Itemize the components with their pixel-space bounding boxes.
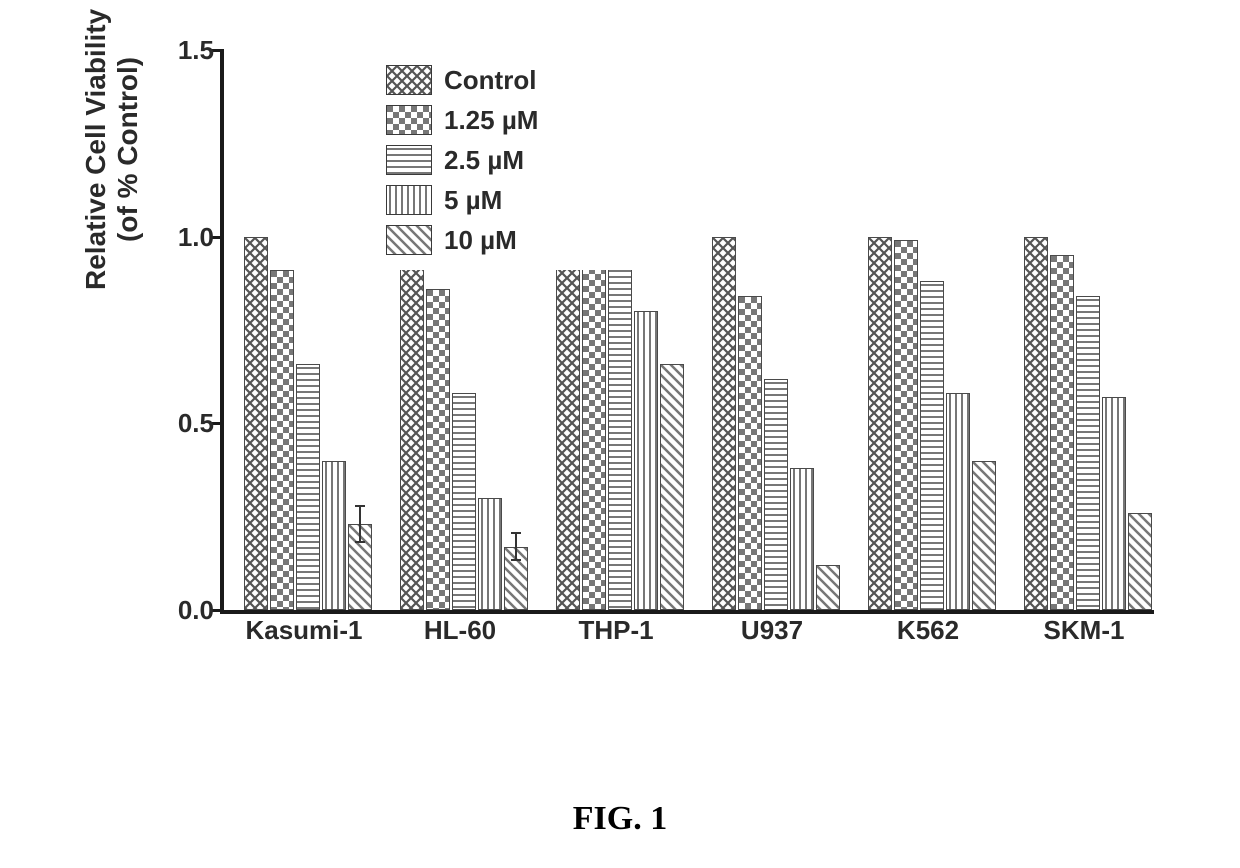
bar — [660, 364, 684, 610]
bar — [946, 393, 970, 610]
bar — [790, 468, 814, 610]
y-axis-title-line2: (of % Control) — [112, 9, 144, 290]
bar — [1050, 255, 1074, 610]
legend-label: 5 µM — [444, 185, 502, 216]
bar — [478, 498, 502, 610]
legend-item: 5 µM — [386, 180, 646, 220]
bar — [556, 237, 580, 610]
legend-item: 10 µM — [386, 220, 646, 260]
x-tick-label: THP-1 — [541, 615, 691, 646]
y-tick-label: 0.5 — [144, 408, 214, 439]
legend-label: 10 µM — [444, 225, 517, 256]
bar — [608, 237, 632, 610]
bar — [868, 237, 892, 610]
legend-item: 1.25 µM — [386, 100, 646, 140]
bar — [920, 281, 944, 610]
bar — [322, 461, 346, 610]
bar — [400, 237, 424, 610]
legend-swatch — [386, 145, 432, 175]
bar — [1076, 296, 1100, 610]
legend-label: 1.25 µM — [444, 105, 538, 136]
bar — [972, 461, 996, 610]
figure-container: { "figure_caption": "FIG. 1", "chart": {… — [0, 0, 1240, 868]
figure-caption: FIG. 1 — [0, 800, 1240, 838]
bar — [764, 379, 788, 610]
error-bar — [515, 532, 517, 562]
bar — [244, 237, 268, 610]
bar — [1128, 513, 1152, 610]
legend-label: Control — [444, 65, 536, 96]
bar — [712, 237, 736, 610]
bar — [426, 289, 450, 610]
bar — [582, 237, 606, 610]
x-tick-label: Kasumi-1 — [229, 615, 379, 646]
legend-label: 2.5 µM — [444, 145, 524, 176]
chart-area: Relative Cell Viability (of % Control) C… — [80, 40, 1160, 740]
x-tick-label: HL-60 — [385, 615, 535, 646]
bar — [738, 296, 762, 610]
y-tick-label: 1.5 — [144, 35, 214, 66]
y-tick-label: 1.0 — [144, 222, 214, 253]
bar — [816, 565, 840, 610]
bar — [634, 311, 658, 610]
y-axis-title: Relative Cell Viability (of % Control) — [80, 9, 144, 290]
y-axis-title-line1: Relative Cell Viability — [80, 9, 111, 290]
bar — [452, 393, 476, 610]
legend: Control 1.25 µM 2.5 µM 5 µM 10 µM — [386, 60, 646, 270]
bar — [894, 240, 918, 610]
bar — [296, 364, 320, 610]
y-tick-label: 0.0 — [144, 595, 214, 626]
legend-swatch — [386, 225, 432, 255]
x-tick-label: SKM-1 — [1009, 615, 1159, 646]
legend-item: Control — [386, 60, 646, 100]
x-tick-label: K562 — [853, 615, 1003, 646]
legend-swatch — [386, 105, 432, 135]
bar — [270, 270, 294, 610]
bar — [1024, 237, 1048, 610]
legend-swatch — [386, 185, 432, 215]
legend-item: 2.5 µM — [386, 140, 646, 180]
x-tick-label: U937 — [697, 615, 847, 646]
error-bar — [359, 505, 361, 542]
bar — [1102, 397, 1126, 610]
legend-swatch — [386, 65, 432, 95]
plot-area: Control1.25 µM2.5 µM5 µM10 µM 0.00.51.01… — [220, 50, 1154, 614]
